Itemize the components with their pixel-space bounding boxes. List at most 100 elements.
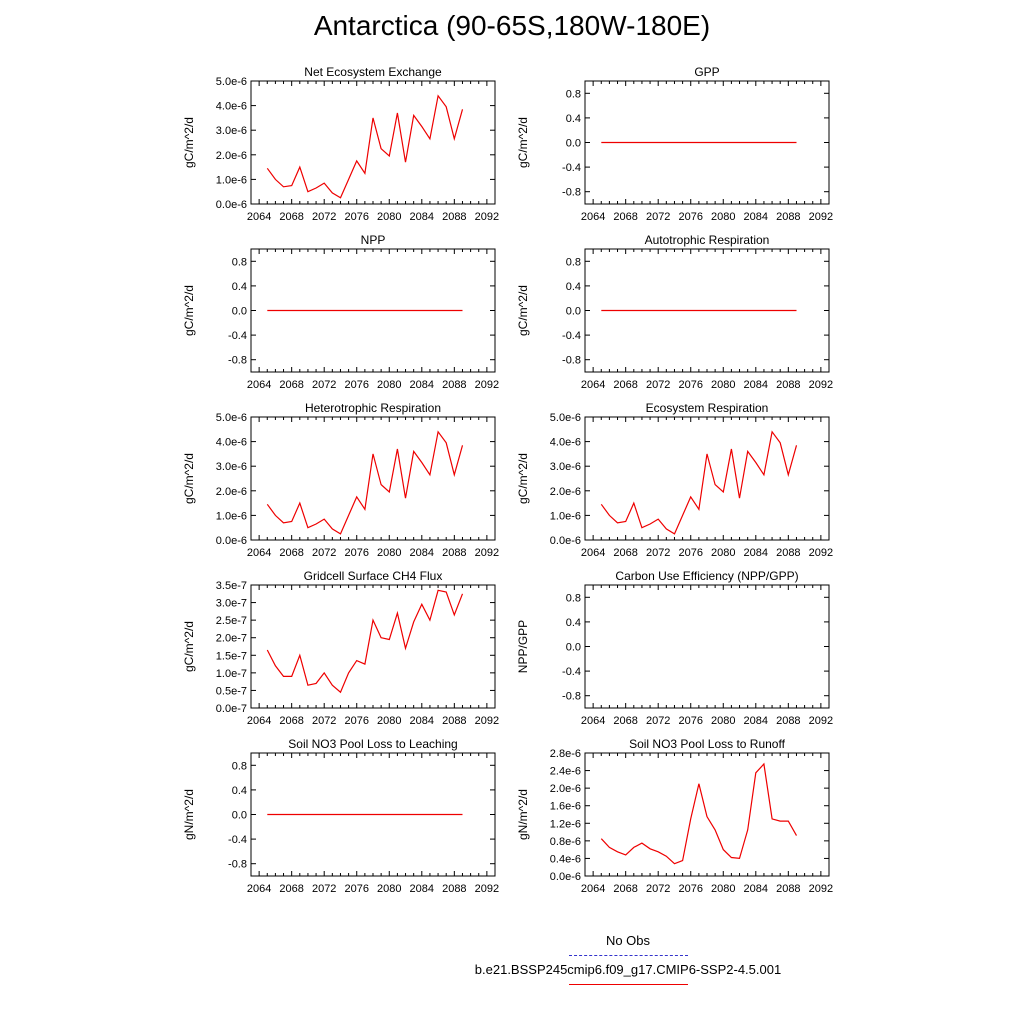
x-tick-label: 2076 — [344, 211, 368, 223]
y-tick-label: 0.0 — [232, 306, 247, 318]
x-tick-label: 2092 — [475, 883, 499, 895]
y-tick-label: 1.6e-6 — [550, 801, 581, 813]
x-tick-label: 2088 — [442, 211, 466, 223]
legend-label-obs: No Obs — [605, 933, 651, 948]
x-tick-label: 2080 — [711, 715, 735, 727]
y-tick-label: 3.0e-6 — [216, 125, 247, 137]
x-tick-label: 2092 — [809, 379, 833, 391]
y-tick-label: 0.0 — [232, 810, 247, 822]
y-tick-label: 0.5e-7 — [216, 685, 247, 697]
y-tick-label: 0.8 — [566, 256, 581, 268]
x-tick-label: 2064 — [247, 547, 271, 559]
chart-panel: Heterotrophic Respiration 2064 2068 2072 207… — [182, 401, 499, 559]
chart-title: Net Ecosystem Exchange — [304, 65, 442, 79]
x-tick-label: 2072 — [646, 379, 670, 391]
x-tick-label: 2092 — [809, 883, 833, 895]
y-axis-label: gN/m^2/d — [516, 789, 530, 840]
y-tick-label: 5.0e-6 — [216, 76, 247, 88]
y-tick-label: -0.8 — [562, 187, 581, 199]
legend-label-case: b.e21.BSSP245cmip6.f09_g17.CMIP6-SSP2-4.… — [474, 962, 782, 977]
chart-panel: Soil NO3 Pool Loss to Runoff 2064 2068 2072… — [516, 737, 833, 895]
y-axis-label: gC/m^2/d — [516, 285, 530, 336]
x-tick-label: 2084 — [410, 379, 434, 391]
x-tick-label: 2064 — [247, 211, 271, 223]
x-tick-label: 2068 — [613, 715, 637, 727]
x-tick-label: 2072 — [312, 379, 336, 391]
y-tick-label: 0.8 — [232, 760, 247, 772]
x-tick-label: 2072 — [646, 211, 670, 223]
y-tick-label: 0.4 — [232, 785, 247, 797]
x-tick-label: 2084 — [744, 715, 768, 727]
y-tick-label: 4.0e-6 — [550, 437, 581, 449]
y-tick-label: 2.0e-7 — [216, 633, 247, 645]
x-tick-label: 2076 — [678, 715, 702, 727]
chart-title: Carbon Use Efficiency (NPP/GPP) — [615, 569, 798, 583]
x-tick-label: 2068 — [279, 547, 303, 559]
y-axis-label: gN/m^2/d — [182, 789, 196, 840]
x-tick-label: 2080 — [711, 379, 735, 391]
x-tick-label: 2080 — [711, 211, 735, 223]
x-tick-label: 2080 — [711, 883, 735, 895]
plot-frame — [250, 80, 496, 205]
chart-panel: Ecosystem Respiration 2064 2068 2072 2076 208… — [516, 401, 833, 559]
plot-frame — [584, 584, 830, 709]
y-tick-label: 0.0e-6 — [550, 871, 581, 883]
series-line — [600, 762, 798, 865]
x-tick-label: 2084 — [410, 547, 434, 559]
x-tick-label: 2064 — [247, 715, 271, 727]
x-tick-label: 2084 — [410, 211, 434, 223]
chart-title: Ecosystem Respiration — [646, 401, 769, 415]
y-tick-label: -0.4 — [562, 162, 581, 174]
y-tick-label: 0.4e-6 — [550, 853, 581, 865]
y-tick-label: 2.0e-6 — [550, 486, 581, 498]
y-tick-label: 0.8 — [566, 592, 581, 604]
chart-panel: Carbon Use Efficiency (NPP/GPP) 2064 2068 2… — [516, 569, 833, 727]
x-tick-label: 2084 — [744, 883, 768, 895]
y-tick-label: 3.0e-6 — [550, 461, 581, 473]
x-tick-label: 2080 — [377, 883, 401, 895]
y-tick-label: 4.0e-6 — [216, 437, 247, 449]
y-axis-label: gC/m^2/d — [182, 285, 196, 336]
x-tick-label: 2088 — [776, 547, 800, 559]
x-tick-label: 2076 — [344, 547, 368, 559]
y-tick-label: 2.0e-6 — [216, 486, 247, 498]
x-tick-label: 2064 — [581, 547, 605, 559]
x-tick-label: 2080 — [377, 547, 401, 559]
x-tick-label: 2076 — [678, 211, 702, 223]
x-tick-label: 2084 — [744, 211, 768, 223]
y-tick-label: 0.4 — [566, 113, 581, 125]
y-tick-label: 2.8e-6 — [550, 748, 581, 760]
y-tick-label: 0.0e-6 — [550, 535, 581, 547]
x-tick-label: 2088 — [442, 883, 466, 895]
y-tick-label: -0.4 — [562, 666, 581, 678]
y-tick-label: -0.4 — [228, 834, 247, 846]
y-axis-label: gC/m^2/d — [182, 453, 196, 504]
x-tick-label: 2080 — [377, 379, 401, 391]
x-tick-label: 2084 — [744, 379, 768, 391]
y-axis-label: gC/m^2/d — [516, 453, 530, 504]
y-tick-label: 2.0e-6 — [216, 150, 247, 162]
series-line — [266, 589, 464, 694]
chart-panel: Soil NO3 Pool Loss to Leaching 2064 2068 20… — [182, 737, 499, 895]
x-tick-label: 2072 — [646, 547, 670, 559]
y-tick-label: 3.0e-7 — [216, 598, 247, 610]
x-tick-label: 2072 — [312, 715, 336, 727]
series-line — [600, 430, 798, 535]
y-tick-label: 2.4e-6 — [550, 766, 581, 778]
x-tick-label: 2072 — [646, 883, 670, 895]
y-tick-label: 5.0e-6 — [550, 412, 581, 424]
x-tick-label: 2092 — [475, 547, 499, 559]
x-tick-label: 2088 — [776, 211, 800, 223]
x-tick-label: 2080 — [377, 211, 401, 223]
y-tick-label: 4.0e-6 — [216, 101, 247, 113]
y-tick-label: 1.0e-7 — [216, 668, 247, 680]
chart-title: Soil NO3 Pool Loss to Runoff — [629, 737, 786, 751]
y-tick-label: 0.8e-6 — [550, 836, 581, 848]
x-tick-label: 2064 — [581, 379, 605, 391]
legend-line-obs — [569, 955, 688, 956]
chart-panel: Gridcell Surface CH4 Flux 2064 2068 2072 207… — [182, 569, 499, 727]
x-tick-label: 2068 — [279, 715, 303, 727]
series-line — [266, 94, 464, 199]
x-tick-label: 2076 — [344, 379, 368, 391]
x-tick-label: 2092 — [809, 715, 833, 727]
